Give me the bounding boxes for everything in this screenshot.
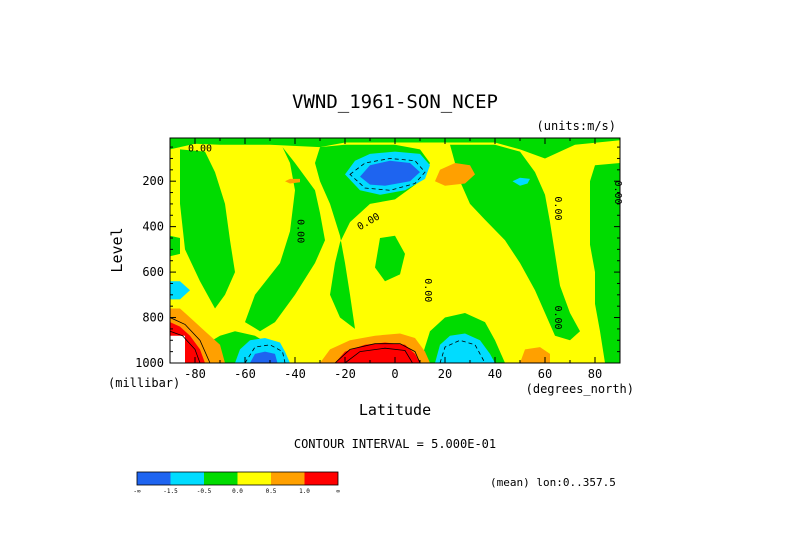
x-tick-label: -40	[284, 367, 306, 381]
x-tick-labels: -80 -60 -40 -20 0 20 40 60 80	[184, 367, 602, 381]
contour-label: 0.00	[422, 278, 433, 302]
colorbar-swatch	[204, 472, 238, 485]
x-tick-label: 60	[538, 367, 552, 381]
x-tick-label: 80	[588, 367, 602, 381]
region-blue-jet-core	[360, 160, 420, 186]
region-cyan-small-right	[512, 177, 530, 186]
region-orange-small-top-left	[285, 178, 300, 184]
colorbar-swatch	[237, 472, 271, 485]
solid-contour	[170, 317, 211, 363]
region-cyan-bottom-right	[435, 333, 495, 363]
mean-label: (mean) lon:0..357.5	[490, 476, 616, 489]
x-tick-label: 40	[488, 367, 502, 381]
chart-title: VWND_1961-SON_NCEP	[292, 91, 498, 113]
region-undefined-bottom-left	[170, 335, 185, 363]
y-unit-label: (millibar)	[108, 376, 180, 390]
contour-label: 0.00	[552, 196, 563, 220]
region-orange-small-right	[520, 347, 550, 363]
contour-lines	[170, 158, 486, 363]
region-blue-bottom-left	[250, 351, 278, 363]
contour-interval-label: CONTOUR INTERVAL = 5.000E-01	[294, 437, 496, 451]
region-green-right-column	[450, 144, 580, 341]
x-tick-label: -20	[334, 367, 356, 381]
x-axis-label: Latitude	[359, 401, 431, 419]
units-label: (units:m/s)	[537, 119, 616, 133]
dashed-contour	[244, 344, 286, 363]
colorbar-swatch	[271, 472, 305, 485]
colorbar-swatch	[304, 472, 338, 485]
colorbar-label: -1.5	[163, 488, 178, 495]
region-red-bottom-center	[335, 342, 420, 363]
solid-contour	[170, 330, 201, 363]
region-green-left-small	[170, 235, 180, 257]
region-cyan-left-edge	[170, 281, 190, 300]
axis-ticks	[169, 138, 621, 364]
x-tick-label: -60	[234, 367, 256, 381]
region-green-top-band	[170, 138, 620, 159]
x-tick-label: 0	[391, 367, 398, 381]
region-green-right-edge	[590, 163, 620, 363]
contour-label: 0.00	[295, 219, 306, 243]
contour-label: 0.00	[188, 144, 212, 155]
colorbar-swatch	[137, 472, 171, 485]
region-green-left-column	[180, 149, 235, 309]
contour-label: 0.00	[552, 305, 563, 329]
plot-area	[170, 138, 620, 363]
colorbar-label: 1.0	[299, 488, 310, 495]
y-tick-labels: 200 400 600 800 1000	[135, 174, 164, 370]
colorbar-labels: -∞ -1.5 -0.5 0.0 0.5 1.0 ∞	[133, 488, 340, 495]
solid-contour	[334, 343, 421, 363]
region-orange-small-top	[435, 163, 475, 186]
region-green-center-tongue	[245, 147, 325, 332]
y-axis-label: Level	[108, 227, 126, 272]
y-tick-label: 600	[142, 265, 164, 279]
y-tick-label: 400	[142, 220, 164, 234]
x-tick-label: 20	[438, 367, 452, 381]
colorbar	[136, 471, 339, 486]
colorbar-label: -0.5	[197, 488, 212, 495]
colorbar-frame	[136, 471, 339, 486]
y-tick-label: 1000	[135, 356, 164, 370]
solid-contour	[344, 347, 413, 363]
colorbar-label: 0.0	[232, 488, 243, 495]
colorbar-label: 0.5	[266, 488, 277, 495]
x-tick-label: -80	[184, 367, 206, 381]
region-green-mid-blob	[375, 235, 405, 282]
dashed-contour	[349, 158, 426, 191]
y-tick-label: 800	[142, 311, 164, 325]
colorbar-label: -∞	[133, 488, 141, 495]
x-unit-label: (degrees_north)	[526, 382, 634, 396]
colorbar-label: ∞	[336, 488, 340, 495]
y-tick-label: 200	[142, 174, 164, 188]
colorbar-swatch	[170, 472, 204, 485]
